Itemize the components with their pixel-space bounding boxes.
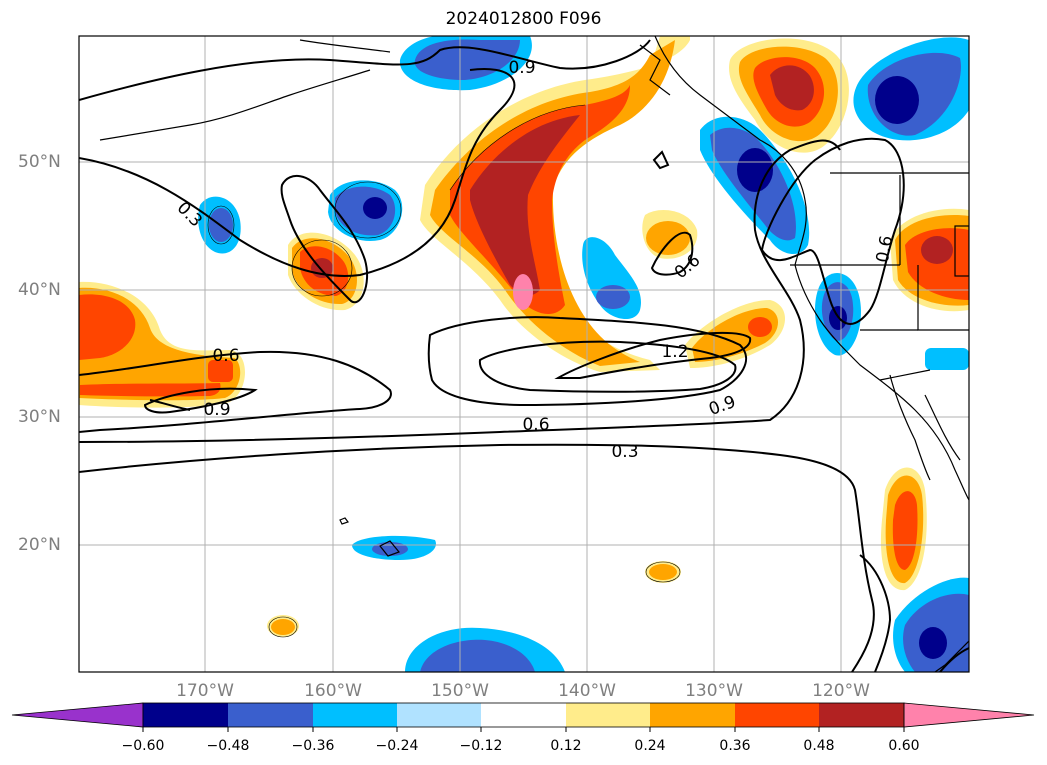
lat-label-30n: 30°N xyxy=(18,407,61,427)
colorbar-tick-label: 0.48 xyxy=(803,738,835,754)
contour-label: 0.3 xyxy=(611,442,638,462)
contour-label: 0.6 xyxy=(212,346,239,366)
shading-layer xyxy=(79,36,969,672)
colorbar-tick-label: −0.60 xyxy=(121,738,165,754)
lat-label-50n: 50°N xyxy=(18,152,61,172)
colorbar-tick-label: −0.48 xyxy=(206,738,250,754)
lon-label-120w: 120°W xyxy=(812,681,870,701)
lon-label-140w: 140°W xyxy=(558,681,616,701)
lat-label-20n: 20°N xyxy=(18,535,61,555)
colorbar-tick-label: −0.36 xyxy=(291,738,335,754)
coastlines xyxy=(99,36,969,672)
colorbar-tick-label: −0.24 xyxy=(375,738,419,754)
lon-label-150w: 150°W xyxy=(431,681,489,701)
contour-label: 0.6 xyxy=(522,415,549,435)
lon-label-170w: 170°W xyxy=(176,681,234,701)
colorbar-tick-label: 0.36 xyxy=(719,738,751,754)
contour-label: 0.9 xyxy=(508,58,535,78)
contour-label: 1.2 xyxy=(661,342,688,362)
map-title: 2024012800 F096 xyxy=(445,9,602,29)
gridlines xyxy=(79,36,969,672)
contour-labels: 0.9 0.3 0.6 0.9 0.6 0.9 1.2 0.6 0.3 0.6 xyxy=(173,58,898,462)
contour-label: 0.9 xyxy=(706,392,738,420)
contour-label: 0.9 xyxy=(203,400,230,420)
map-frame xyxy=(78,35,970,673)
colorbar xyxy=(11,702,1035,732)
colorbar-tick-label: 0.24 xyxy=(634,738,666,754)
lon-label-160w: 160°W xyxy=(304,681,362,701)
colorbar-tick-label: 0.12 xyxy=(550,738,582,754)
contour-label: 0.6 xyxy=(873,234,897,264)
colorbar-tick-label: −0.12 xyxy=(459,738,503,754)
colorbar-tick-label: 0.60 xyxy=(888,738,920,754)
contour-lines xyxy=(79,39,969,672)
lon-label-130w: 130°W xyxy=(685,681,743,701)
shading-edges xyxy=(207,104,681,638)
lat-label-40n: 40°N xyxy=(18,280,61,300)
